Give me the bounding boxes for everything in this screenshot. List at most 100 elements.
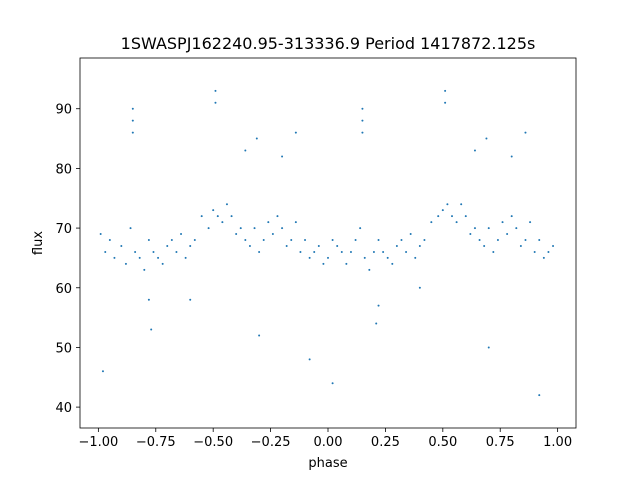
x-tick-label: 0.00 xyxy=(314,435,343,450)
data-point xyxy=(487,227,490,230)
data-point xyxy=(327,256,329,259)
data-point xyxy=(129,227,132,230)
data-point xyxy=(423,239,426,242)
data-point xyxy=(418,244,421,247)
data-point xyxy=(336,244,339,247)
data-point xyxy=(349,250,352,253)
data-point xyxy=(483,244,486,247)
data-point xyxy=(361,107,364,110)
plot-area-frame xyxy=(79,57,577,429)
data-point xyxy=(322,262,325,265)
data-point xyxy=(345,262,348,265)
data-point xyxy=(157,256,160,259)
data-point xyxy=(487,346,490,349)
y-tick-label: 70 xyxy=(55,222,72,237)
data-point xyxy=(469,233,472,236)
data-point xyxy=(372,250,375,253)
data-point xyxy=(414,256,417,259)
data-point xyxy=(538,394,541,397)
data-point xyxy=(225,203,228,206)
data-point xyxy=(375,322,378,325)
data-point xyxy=(113,256,116,259)
data-point xyxy=(281,155,284,158)
data-point xyxy=(166,244,169,247)
data-point xyxy=(515,227,518,230)
data-point xyxy=(538,239,541,242)
chart-title: 1SWASPJ162240.95-313336.9 Period 1417872… xyxy=(121,34,536,53)
data-point xyxy=(400,239,403,242)
data-point xyxy=(377,239,380,242)
data-point xyxy=(230,215,233,218)
data-point xyxy=(308,358,311,361)
data-point xyxy=(542,256,545,259)
data-point xyxy=(533,250,536,253)
data-point xyxy=(193,239,196,242)
data-point xyxy=(120,244,123,247)
data-point xyxy=(131,107,134,110)
data-point xyxy=(99,233,102,236)
data-point xyxy=(547,250,550,253)
data-point xyxy=(340,250,343,253)
data-point xyxy=(216,215,219,218)
data-point xyxy=(170,239,173,242)
data-point xyxy=(212,209,215,212)
data-point xyxy=(519,244,522,247)
data-points xyxy=(99,89,555,397)
data-point xyxy=(478,239,481,242)
data-point xyxy=(510,155,513,158)
data-point xyxy=(248,244,251,247)
data-point xyxy=(294,131,297,134)
data-point xyxy=(382,250,385,253)
data-point xyxy=(285,244,288,247)
y-axis: 40 50 60 70 80 90 xyxy=(55,103,80,416)
x-tick-label: 0.50 xyxy=(428,435,457,450)
data-point xyxy=(386,256,389,259)
data-point xyxy=(184,256,187,259)
data-point xyxy=(359,227,362,230)
data-point xyxy=(124,262,127,265)
data-point xyxy=(281,227,284,230)
data-point xyxy=(313,250,316,253)
data-point xyxy=(331,239,334,242)
data-point xyxy=(304,239,307,242)
x-tick-label: −0.50 xyxy=(193,435,233,450)
data-point xyxy=(444,101,447,104)
data-point xyxy=(377,304,380,307)
x-axis-title: phase xyxy=(308,456,347,471)
data-point xyxy=(134,250,137,253)
data-point xyxy=(524,239,527,242)
y-axis-title: flux xyxy=(31,231,46,255)
x-tick-label: −1.00 xyxy=(78,435,118,450)
data-point xyxy=(244,149,247,152)
data-point xyxy=(147,239,150,242)
data-point xyxy=(244,239,247,242)
data-point xyxy=(361,119,364,122)
data-point xyxy=(368,268,371,271)
data-point xyxy=(101,370,104,373)
data-point xyxy=(131,119,134,122)
data-point xyxy=(391,262,394,265)
data-point xyxy=(524,131,527,134)
data-point xyxy=(258,250,261,253)
data-point xyxy=(138,256,141,259)
data-point xyxy=(446,203,449,206)
data-point xyxy=(214,89,217,92)
data-point xyxy=(235,233,238,236)
data-point xyxy=(437,215,440,218)
data-point xyxy=(150,328,153,331)
data-point xyxy=(175,250,178,253)
data-point xyxy=(131,131,134,134)
data-point xyxy=(267,221,270,224)
data-point xyxy=(460,203,463,206)
x-tick-label: −0.75 xyxy=(136,435,176,450)
data-point xyxy=(510,215,513,218)
data-point xyxy=(354,239,357,242)
data-point xyxy=(496,239,499,242)
data-point xyxy=(271,233,274,236)
data-point xyxy=(207,227,210,230)
y-tick-label: 90 xyxy=(55,103,72,118)
data-point xyxy=(506,233,509,236)
data-point xyxy=(258,334,261,337)
data-point xyxy=(290,239,293,242)
